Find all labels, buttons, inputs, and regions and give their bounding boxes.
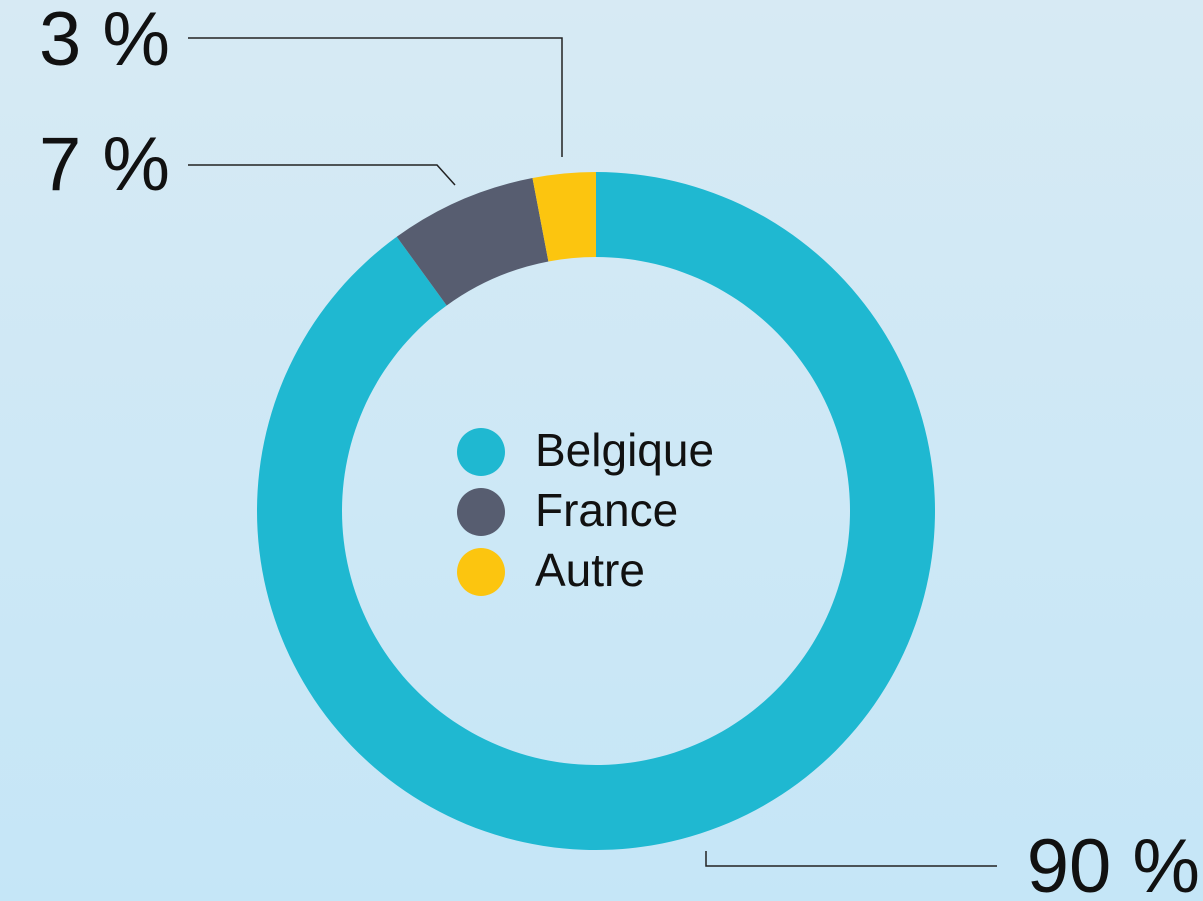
- leader-line: [188, 37, 563, 157]
- value-label: 7 %: [39, 122, 170, 207]
- legend-swatch: [457, 488, 505, 536]
- donut-segment: [396, 178, 549, 306]
- value-label: 90 %: [1027, 824, 1200, 901]
- value-label: 3 %: [39, 0, 170, 82]
- leader-line: [705, 851, 997, 867]
- legend-swatch: [457, 428, 505, 476]
- legend-label: France: [535, 484, 678, 536]
- donut-segment: [532, 172, 596, 262]
- leader-line: [188, 164, 456, 186]
- legend-swatch: [457, 548, 505, 596]
- legend-label: Autre: [535, 544, 645, 596]
- legend-label: Belgique: [535, 424, 714, 476]
